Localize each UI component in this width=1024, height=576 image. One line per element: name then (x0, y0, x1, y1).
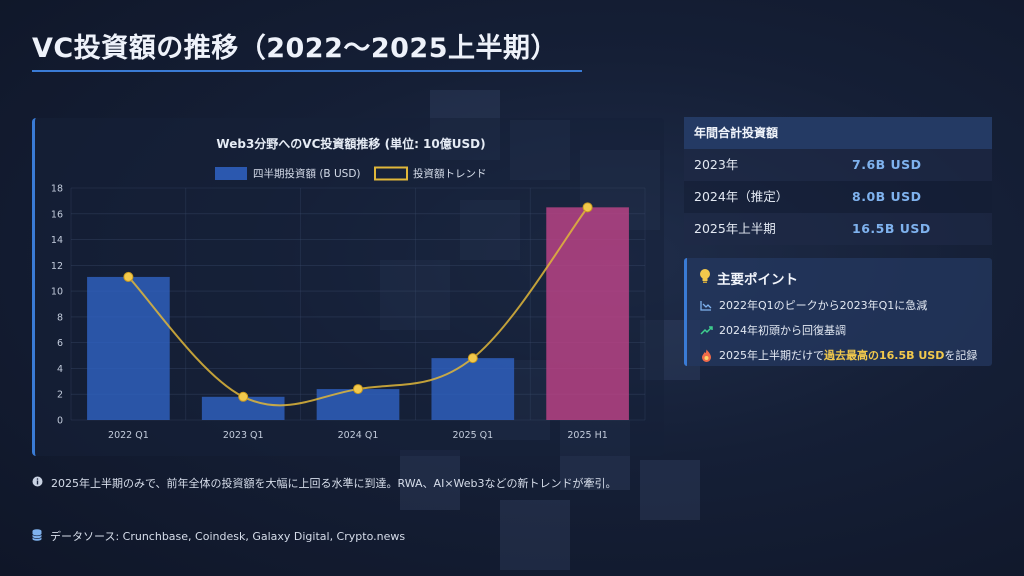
chart-title: Web3分野へのVC投資額推移 (単位: 10億USD) (216, 136, 485, 151)
bar (546, 207, 629, 420)
x-tick-label: 2025 Q1 (452, 430, 493, 441)
y-tick-label: 12 (51, 261, 63, 272)
annual-table-body: 2023年 7.6B USD 2024年（推定） 8.0B USD 2025年上… (684, 149, 992, 245)
x-tick-label: 2025 H1 (567, 430, 607, 441)
y-tick-label: 6 (57, 338, 63, 349)
point-text-prefix: 2025年上半期だけで (719, 349, 824, 362)
row-value: 16.5B USD (852, 221, 931, 236)
database-icon (32, 528, 42, 544)
legend-swatch-line (374, 166, 408, 181)
list-item: 2022年Q1のピークから2023年Q1に急減 (699, 297, 982, 313)
point-text-suffix: を記録 (944, 349, 978, 362)
row-value: 8.0B USD (852, 189, 922, 204)
data-source-text: データソース: Crunchbase, Coindesk, Galaxy Dig… (50, 530, 406, 543)
footnote-text: 2025年上半期のみで、前年全体の投資額を大幅に上回る水準に到達。RWA、AI×… (51, 477, 617, 490)
x-tick-label: 2022 Q1 (108, 430, 149, 441)
fire-icon (699, 349, 713, 362)
point-text: 2022年Q1のピークから2023年Q1に急減 (719, 299, 928, 312)
point-text: 2025年上半期だけで過去最高の16.5B USDを記録 (719, 347, 977, 363)
row-label: 2023年 (694, 157, 739, 172)
legend-label-line: 投資額トレンド (413, 167, 487, 180)
table-row: 2025年上半期 16.5B USD (684, 213, 992, 245)
annual-total-table: 年間合計投資額 2023年 7.6B USD 2024年（推定） 8.0B US… (684, 117, 992, 245)
list-item: 2025年上半期だけで過去最高の16.5B USDを記録 (699, 347, 982, 363)
trend-line (127, 206, 589, 407)
chart-svg: Web3分野へのVC投資額推移 (単位: 10億USD) 四半期投資額 (B US… (51, 136, 646, 441)
trend-point (123, 271, 134, 282)
point-text: 2024年初頭から回復基調 (719, 324, 846, 337)
list-item: 2024年初頭から回復基調 (699, 322, 982, 338)
page-title: VC投資額の推移（2022〜2025上半期） (32, 33, 559, 64)
table-row: 2023年 7.6B USD (684, 149, 992, 181)
chart-line-down-icon (699, 300, 713, 311)
trend-point (467, 353, 478, 364)
annual-table-header: 年間合計投資額 (684, 117, 992, 149)
y-tick-label: 4 (57, 364, 63, 375)
y-tick-label: 0 (57, 416, 63, 427)
bar (201, 396, 285, 420)
trend-point (238, 391, 249, 402)
trend-point (353, 384, 363, 395)
table-row: 2024年（推定） 8.0B USD (684, 181, 992, 213)
x-tick-label: 2024 Q1 (338, 430, 379, 441)
lightbulb-icon (699, 268, 711, 288)
row-label: 2025年上半期 (694, 221, 776, 236)
y-tick-label: 8 (57, 312, 63, 323)
y-tick-label: 16 (51, 209, 63, 220)
y-tick-label: 14 (51, 235, 63, 246)
footnote: 2025年上半期のみで、前年全体の投資額を大幅に上回る水準に到達。RWA、AI×… (32, 475, 617, 491)
title-underline (32, 70, 582, 72)
legend-swatch-bar (215, 167, 247, 180)
point-text-highlight: 過去最高の16.5B USD (824, 349, 945, 362)
y-tick-label: 18 (51, 184, 63, 195)
trend-point (582, 202, 593, 213)
legend-label-bar: 四半期投資額 (B USD) (253, 167, 361, 180)
key-points-box: 主要ポイント 2022年Q1のピークから2023年Q1に急減 2024年初頭から… (684, 258, 992, 366)
info-icon (32, 476, 43, 490)
bar (431, 358, 515, 420)
data-source: データソース: Crunchbase, Coindesk, Galaxy Dig… (32, 528, 405, 544)
key-points-title-text: 主要ポイント (717, 272, 798, 288)
bar (316, 389, 400, 420)
key-points-title: 主要ポイント (699, 268, 982, 288)
bar (87, 276, 170, 420)
y-tick-label: 10 (51, 287, 63, 298)
chart-panel: Web3分野へのVC投資額推移 (単位: 10億USD) 四半期投資額 (B US… (32, 118, 664, 456)
row-label: 2024年（推定） (694, 189, 789, 204)
x-tick-label: 2023 Q1 (223, 430, 264, 441)
y-tick-label: 2 (57, 390, 63, 401)
row-value: 7.6B USD (852, 157, 922, 172)
trend-up-icon (699, 325, 713, 335)
